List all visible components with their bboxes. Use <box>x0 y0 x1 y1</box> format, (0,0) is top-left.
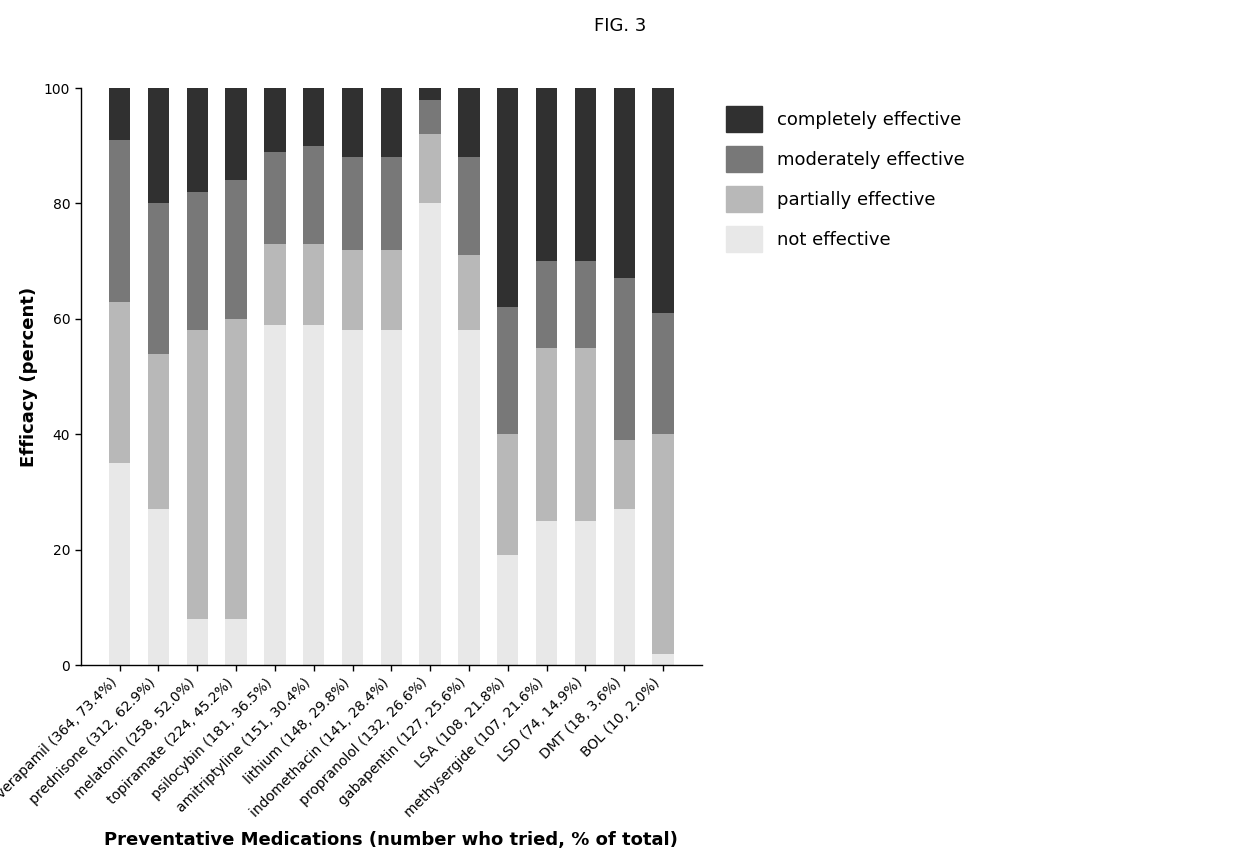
Bar <box>186 619 208 665</box>
Bar <box>614 509 635 665</box>
Bar <box>652 653 673 665</box>
Bar <box>264 244 285 325</box>
Bar <box>381 157 402 250</box>
Bar <box>148 509 169 665</box>
Bar <box>381 88 402 157</box>
Bar <box>419 88 441 99</box>
Bar <box>148 353 169 509</box>
Bar <box>652 88 673 313</box>
Bar <box>109 88 130 140</box>
Bar <box>342 330 363 665</box>
Bar <box>497 308 518 435</box>
Bar <box>575 347 596 521</box>
Bar <box>419 204 441 665</box>
Bar <box>459 256 480 330</box>
Bar <box>226 88 247 181</box>
Bar <box>575 88 596 261</box>
Bar <box>575 261 596 347</box>
Bar <box>614 88 635 278</box>
Bar <box>303 244 325 325</box>
Bar <box>109 302 130 463</box>
Bar <box>381 330 402 665</box>
Bar <box>148 204 169 353</box>
Bar <box>303 325 325 665</box>
Bar <box>264 151 285 244</box>
Bar <box>186 192 208 330</box>
Y-axis label: Efficacy (percent): Efficacy (percent) <box>20 287 38 467</box>
Bar <box>109 140 130 302</box>
Bar <box>148 88 169 204</box>
Bar <box>264 88 285 151</box>
Bar <box>614 440 635 509</box>
Bar <box>497 556 518 665</box>
Bar <box>381 250 402 330</box>
Bar <box>459 330 480 665</box>
Bar <box>536 261 557 347</box>
Bar <box>459 88 480 157</box>
Bar <box>226 181 247 319</box>
Bar <box>342 157 363 250</box>
Bar <box>303 146 325 244</box>
Bar <box>536 521 557 665</box>
Bar <box>536 347 557 521</box>
Bar <box>614 278 635 440</box>
Bar <box>186 330 208 619</box>
Bar <box>303 88 325 146</box>
Bar <box>186 88 208 192</box>
Bar <box>419 134 441 204</box>
Bar <box>342 88 363 157</box>
X-axis label: Preventative Medications (number who tried, % of total): Preventative Medications (number who tri… <box>104 831 678 849</box>
Bar <box>575 521 596 665</box>
Bar <box>342 250 363 330</box>
Bar <box>652 435 673 653</box>
Bar <box>497 88 518 308</box>
Bar <box>459 157 480 256</box>
Bar <box>497 435 518 556</box>
Bar <box>109 463 130 665</box>
Bar <box>226 619 247 665</box>
Bar <box>536 88 557 261</box>
Bar <box>652 313 673 435</box>
Text: FIG. 3: FIG. 3 <box>594 17 646 35</box>
Bar <box>226 319 247 619</box>
Bar <box>264 325 285 665</box>
Legend: completely effective, moderately effective, partially effective, not effective: completely effective, moderately effecti… <box>717 97 973 261</box>
Bar <box>419 99 441 134</box>
